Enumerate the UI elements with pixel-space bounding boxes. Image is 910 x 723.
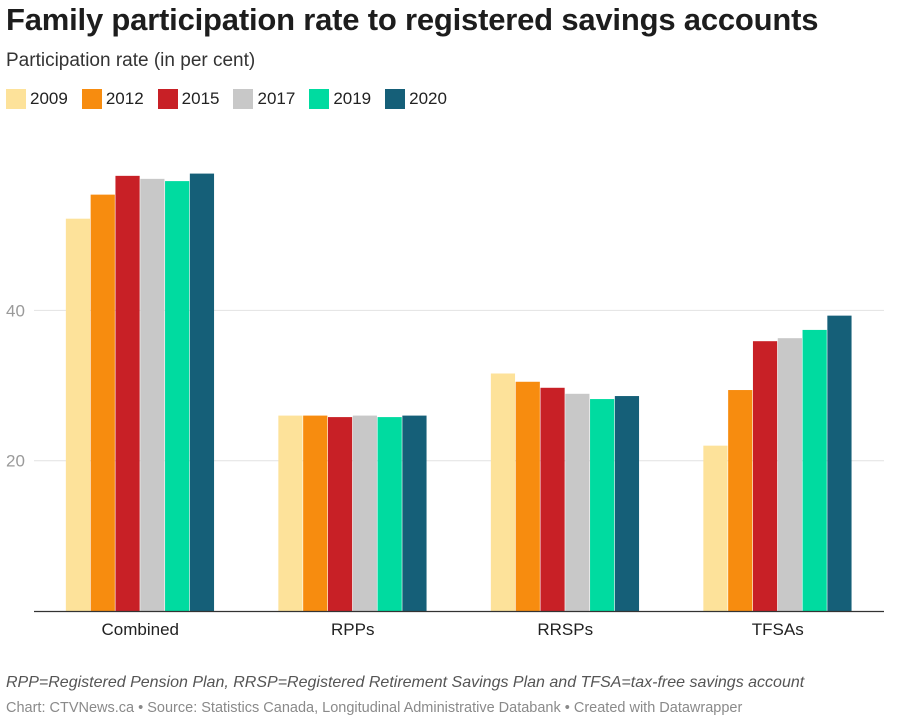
x-tick-label: RRSPs [537,620,593,639]
bar-rpps-2019 [377,417,402,611]
bar-combined-2020 [189,173,215,611]
bar-rpps-2015 [327,417,353,611]
bar-rrsps-2020 [614,396,640,611]
bar-tfsas-2009 [703,445,728,611]
legend-label: 2015 [181,89,220,108]
y-tick-label: 40 [6,301,25,320]
bar-tfsas-2019 [802,329,827,611]
legend-swatch [233,89,254,109]
legend-swatch [6,89,26,109]
legend-swatch [81,89,102,109]
legend-item-2015: 2015 [157,89,220,109]
legend-item-2012: 2012 [81,89,144,109]
x-tick-label: Combined [102,620,180,639]
bar-combined-2017 [140,178,165,611]
bar-combined-2009 [65,218,91,611]
legend: 2009 2012 2015 2017 2019 2020 [6,89,461,109]
bar-rrsps-2019 [590,399,615,611]
legend-label: 2012 [105,89,144,108]
bar-rpps-2009 [278,415,303,611]
chart-credit: Chart: CTVNews.ca • Source: Statistics C… [6,700,743,716]
legend-label: 2009 [30,89,68,108]
legend-item-2009: 2009 [6,89,68,109]
bar-rpps-2017 [352,415,377,611]
y-tick-label: 20 [6,452,25,471]
bar-combined-2015 [115,175,140,611]
legend-swatch [157,89,178,109]
bar-combined-2019 [165,181,190,611]
bar-rpps-2020 [402,415,427,611]
bar-rrsps-2009 [490,373,516,611]
legend-item-2019: 2019 [309,89,371,109]
legend-item-2020: 2020 [385,89,447,109]
bar-tfsas-2015 [752,341,778,611]
bar-tfsas-2017 [777,338,802,611]
bar-rrsps-2017 [565,393,590,611]
x-tick-label: RPPs [331,620,374,639]
chart-title: Family participation rate to registered … [6,2,819,37]
legend-swatch [309,89,330,109]
bar-rpps-2012 [303,415,328,611]
bar-tfsas-2012 [728,390,753,611]
legend-item-2017: 2017 [233,89,295,109]
bar-tfsas-2020 [827,315,852,611]
legend-label: 2020 [409,89,447,108]
legend-swatch [385,89,406,109]
x-tick-label: TFSAs [752,620,804,639]
bar-combined-2012 [90,194,115,611]
legend-label: 2017 [257,89,296,108]
bar-rrsps-2015 [540,387,565,611]
chart-notes: RPP=Registered Pension Plan, RRSP=Regist… [6,674,805,691]
legend-label: 2019 [333,89,372,108]
bar-rrsps-2012 [515,381,540,611]
chart-subtitle: Participation rate (in per cent) [6,50,256,71]
